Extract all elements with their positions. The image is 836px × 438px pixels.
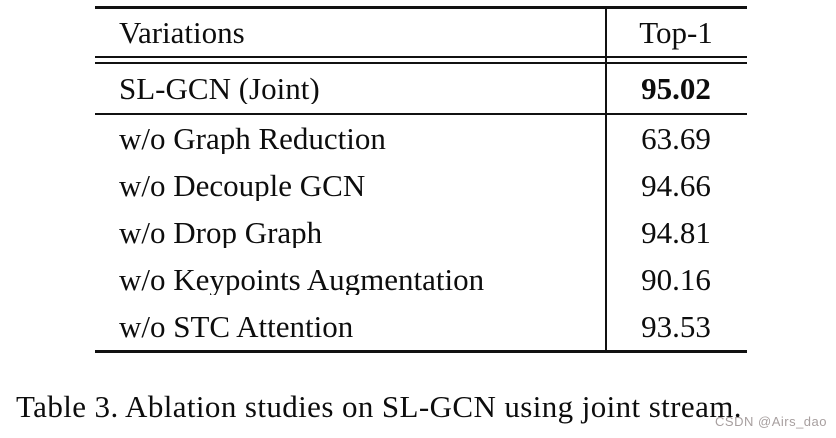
table-header-row: Variations Top-1 [95, 9, 747, 56]
column-header-variations: Variations [119, 17, 245, 48]
row-label: SL-GCN (Joint) [119, 73, 320, 104]
column-header-top1: Top-1 [639, 15, 713, 50]
row-label: w/o Decouple GCN [119, 170, 366, 201]
table-row: w/o Keypoints Augmentation 90.16 [95, 256, 747, 303]
table-row-baseline: SL-GCN (Joint) 95.02 [95, 64, 747, 115]
table-row: w/o Drop Graph 94.81 [95, 209, 747, 256]
table-row: w/o STC Attention 93.53 [95, 303, 747, 350]
ablation-table: Variations Top-1 SL-GCN (Joint) 95.02 w/… [95, 6, 747, 353]
row-value: 94.66 [641, 168, 711, 203]
table-caption: Table 3. Ablation studies on SL-GCN usin… [16, 389, 742, 424]
row-value: 95.02 [641, 71, 711, 106]
row-label: w/o Drop Graph [119, 217, 323, 248]
row-label: w/o STC Attention [119, 311, 354, 342]
row-value: 93.53 [641, 309, 711, 344]
watermark: CSDN @Airs_dao [715, 414, 827, 429]
row-label: w/o Keypoints Augmentation [119, 264, 485, 295]
row-value: 90.16 [641, 262, 711, 297]
table-row: w/o Decouple GCN 94.66 [95, 162, 747, 209]
table-row: w/o Graph Reduction 63.69 [95, 115, 747, 162]
row-label: w/o Graph Reduction [119, 123, 386, 154]
row-value: 63.69 [641, 121, 711, 156]
row-value: 94.81 [641, 215, 711, 250]
column-divider [605, 9, 607, 350]
header-double-rule [95, 56, 747, 64]
